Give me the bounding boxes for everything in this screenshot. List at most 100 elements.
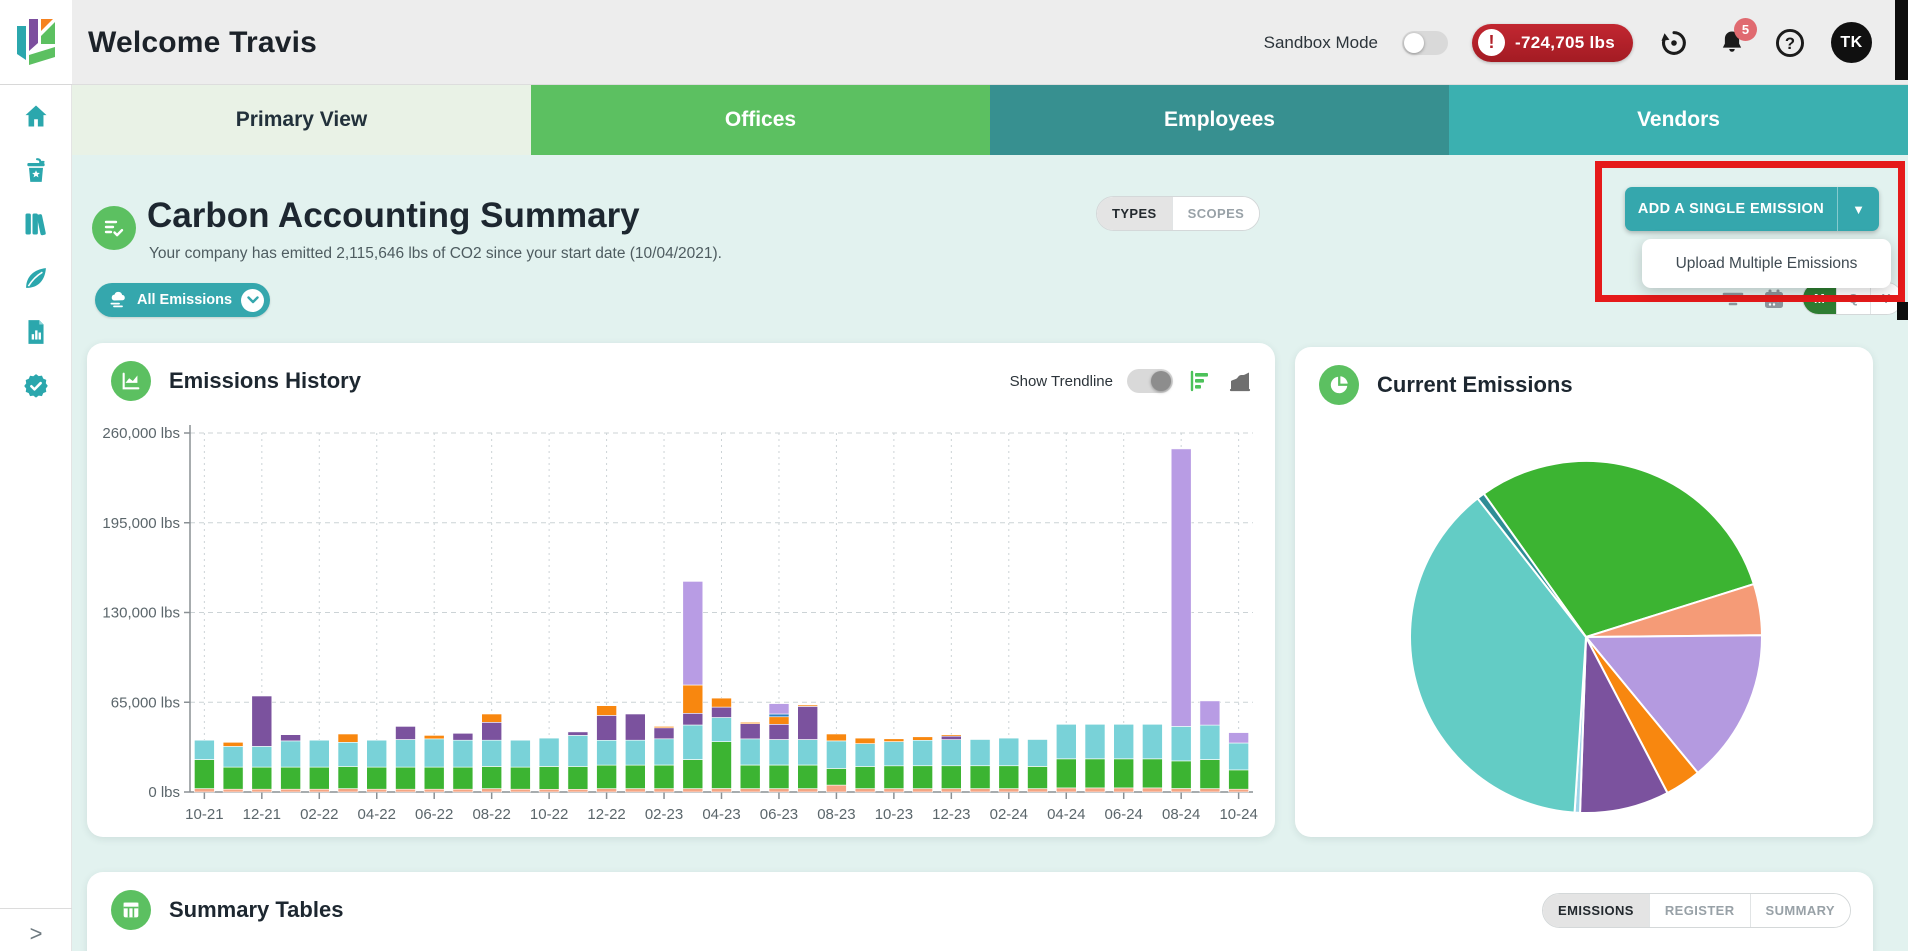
sidebar-item-reports[interactable] <box>21 317 51 347</box>
x-tick-label: 02-22 <box>300 806 338 823</box>
emissions-history-card: Emissions History Show Trendline 10-21 12… <box>87 343 1275 837</box>
add-single-emission-label: ADD A SINGLE EMISSION <box>1637 201 1825 217</box>
user-avatar[interactable]: TK <box>1831 22 1872 63</box>
home-icon <box>25 105 46 127</box>
bar-segment-orange <box>682 684 704 714</box>
emissions-cloud-icon <box>110 291 125 308</box>
y-tick-label: 260,000 lbs <box>102 425 180 442</box>
bar-segment-green <box>596 764 617 789</box>
bar-segment-purple <box>280 734 301 742</box>
bar-segment-cyan <box>711 717 732 742</box>
chart-circle-icon <box>111 361 151 401</box>
bar-segment-green <box>1027 766 1048 789</box>
history-restore-icon[interactable] <box>1657 26 1691 60</box>
emissions-alert-badge[interactable]: ! -724,705 lbs <box>1472 23 1633 62</box>
bar-segment-salmon <box>912 788 933 793</box>
bar-segment-green <box>1199 759 1221 789</box>
register-table-tab[interactable]: REGISTER <box>1648 893 1750 927</box>
tab-vendors[interactable]: Vendors <box>1449 85 1908 155</box>
pie-slice-dark-teal <box>1476 492 1587 638</box>
x-tick-label: 04-22 <box>358 806 396 823</box>
types-option[interactable]: TYPES <box>1097 197 1172 230</box>
bar-segment-cyan <box>309 739 330 768</box>
current-emissions-pie-chart <box>1409 460 1763 814</box>
area-chart-type-icon[interactable] <box>1227 368 1253 394</box>
bar-segment-cyan <box>653 738 675 766</box>
sidebar-item-library[interactable] <box>21 209 51 239</box>
bar-segment-purple <box>711 706 732 718</box>
upload-multiple-emissions-menu-item[interactable]: Upload Multiple Emissions <box>1642 239 1891 288</box>
bar-segment-green <box>366 766 388 790</box>
bar-segment-cyan <box>940 739 962 767</box>
report-document-icon <box>27 320 44 344</box>
pie-slice-lavender <box>1585 634 1763 774</box>
bar-segment-green <box>711 741 732 789</box>
bar-segment-orange <box>797 704 819 707</box>
all-emissions-filter-chip[interactable]: All Emissions <box>95 283 271 317</box>
bar-segment-salmon <box>1142 787 1163 793</box>
sidebar-item-certification[interactable] <box>21 371 51 401</box>
pie-slice-green <box>1482 460 1755 638</box>
bar-segment-purple <box>797 706 819 740</box>
notifications-bell-icon[interactable]: 5 <box>1715 17 1757 60</box>
bar-segment-green <box>337 766 359 789</box>
sidebar-item-home[interactable] <box>21 101 51 131</box>
bar-segment-cyan <box>1027 739 1048 767</box>
bar-segment-salmon <box>280 788 301 793</box>
bar-segment-salmon <box>768 788 790 793</box>
bar-segment-orange <box>481 713 503 723</box>
sidebar-item-sustainability[interactable] <box>21 263 51 293</box>
types-scopes-toggle: TYPES SCOPES <box>1096 196 1261 231</box>
bar-segment-green <box>883 765 905 789</box>
bar-segment-purple <box>653 727 675 740</box>
show-trendline-toggle[interactable] <box>1127 369 1173 393</box>
bar-segment-cyan <box>998 737 1020 767</box>
bar-segment-salmon <box>682 788 704 793</box>
filter-lines-icon[interactable] <box>1720 286 1746 312</box>
page-title: Carbon Accounting Summary <box>147 196 640 235</box>
bar-segment-green <box>481 766 503 789</box>
bar-segment-cyan <box>337 741 359 767</box>
show-trendline-label: Show Trendline <box>1009 372 1113 390</box>
bar-segment-green <box>280 766 301 790</box>
scopes-option[interactable]: SCOPES <box>1171 197 1260 230</box>
bar-segment-cyan <box>366 739 388 768</box>
emissions-table-tab[interactable]: EMISSIONS <box>1543 893 1649 927</box>
app-logo[interactable] <box>0 0 72 85</box>
bar-segment-cyan <box>682 724 704 760</box>
bar-segment-green <box>222 766 244 790</box>
dropdown-caret-icon[interactable]: ▼ <box>1837 187 1879 231</box>
bar-segment-green <box>194 759 215 789</box>
bar-chart-type-icon[interactable] <box>1187 368 1213 394</box>
table-circle-icon <box>111 890 151 930</box>
bar-segment-green <box>653 764 675 789</box>
x-tick-label: 06-22 <box>415 806 453 823</box>
bar-segment-cyan <box>395 739 416 768</box>
bar-segment-salmon <box>538 788 560 793</box>
bar-segment-lavender <box>1228 732 1249 744</box>
bar-segment-cyan <box>1228 742 1249 771</box>
bar-segment-green <box>510 766 531 790</box>
sidebar-item-waste[interactable] <box>21 155 51 185</box>
summary-table-tab[interactable]: SUMMARY <box>1749 893 1850 927</box>
bar-segment-salmon <box>1199 788 1221 793</box>
tab-offices[interactable]: Offices <box>531 85 990 155</box>
x-tick-label: 04-23 <box>702 806 740 823</box>
page-welcome-title: Welcome Travis <box>88 25 318 59</box>
bar-segment-purple <box>395 726 416 740</box>
x-tick-label: 10-21 <box>185 806 223 823</box>
bar-segment-salmon <box>1055 787 1077 793</box>
sandbox-mode-toggle[interactable] <box>1402 30 1448 55</box>
add-single-emission-button[interactable]: ADD A SINGLE EMISSION ▼ <box>1625 187 1879 231</box>
calendar-icon[interactable] <box>1761 286 1787 312</box>
tab-employees[interactable]: Employees <box>990 85 1449 155</box>
notification-count-badge: 5 <box>1734 17 1757 41</box>
sidebar-expand-chevron[interactable]: > <box>29 921 43 946</box>
bar-segment-cyan <box>1084 723 1106 760</box>
bar-segment-salmon <box>711 788 732 793</box>
y-tick-label: 195,000 lbs <box>102 515 180 532</box>
tab-primary-view[interactable]: Primary View <box>72 85 531 155</box>
help-icon[interactable]: ? <box>1773 26 1807 60</box>
bar-segment-green <box>940 765 962 789</box>
